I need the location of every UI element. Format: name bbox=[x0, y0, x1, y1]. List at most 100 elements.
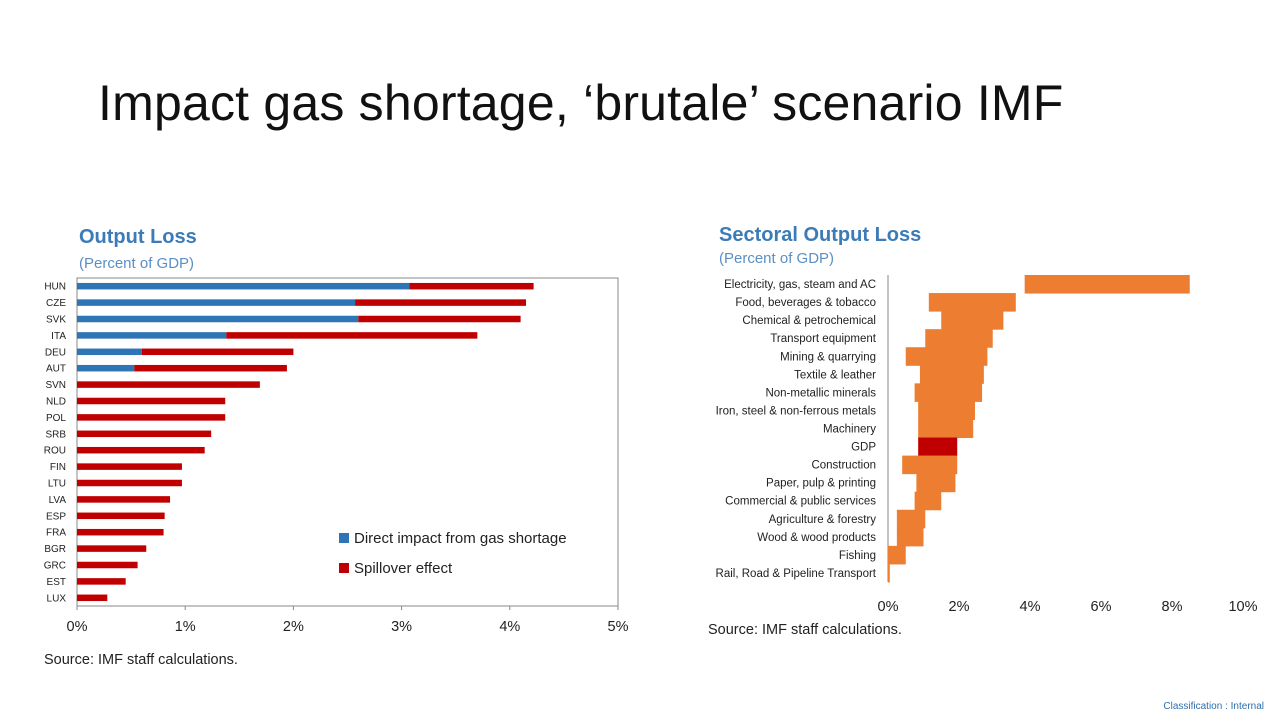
bar-gdp bbox=[918, 437, 958, 457]
sector-label: Agriculture & forestry bbox=[769, 514, 877, 526]
x-tick-label: 0% bbox=[878, 599, 899, 615]
classification-label: Classification : Internal bbox=[1163, 701, 1264, 712]
x-tick-label: 0% bbox=[67, 619, 88, 635]
sector-label: Textile & leather bbox=[794, 369, 876, 381]
sector-label: Transport equipment bbox=[770, 333, 876, 345]
category-label: ITA bbox=[51, 331, 66, 342]
category-label: LTU bbox=[48, 479, 66, 490]
x-tick-label: 3% bbox=[391, 619, 412, 635]
category-label: NLD bbox=[46, 397, 66, 408]
output-loss-source: Source: IMF staff calculations. bbox=[44, 652, 238, 668]
sector-label: Non-metallic minerals bbox=[765, 387, 876, 399]
sectoral-loss-title: Sectoral Output Loss bbox=[719, 224, 922, 246]
category-label: LVA bbox=[49, 495, 67, 506]
bar-spillover bbox=[77, 430, 212, 438]
sectoral-loss-subtitle: (Percent of GDP) bbox=[719, 250, 835, 267]
category-label: AUT bbox=[46, 364, 66, 375]
x-tick-label: 4% bbox=[499, 619, 520, 635]
legend-swatch bbox=[339, 533, 349, 543]
category-label: SRB bbox=[45, 429, 66, 440]
sector-label: Construction bbox=[811, 460, 876, 472]
output-loss-subtitle: (Percent of GDP) bbox=[79, 255, 195, 272]
sector-label: Commercial & public services bbox=[725, 496, 876, 508]
bar-spillover bbox=[77, 528, 164, 536]
x-tick-label: 2% bbox=[283, 619, 304, 635]
category-label: HUN bbox=[44, 282, 66, 293]
legend-label: Direct impact from gas shortage bbox=[354, 530, 567, 547]
category-label: SVN bbox=[45, 380, 66, 391]
sector-label: Chemical & petrochemical bbox=[742, 315, 876, 327]
bar-spillover bbox=[355, 299, 527, 306]
bar-sector bbox=[941, 311, 1004, 330]
bar-spillover bbox=[77, 446, 205, 454]
category-label: CZE bbox=[46, 298, 66, 309]
category-label: BGR bbox=[44, 544, 66, 555]
sectoral-loss-source: Source: IMF staff calculations. bbox=[708, 622, 902, 638]
x-tick-label: 5% bbox=[608, 619, 629, 635]
output-loss-chart: HUN CZE SVK ITA DEU AUT SVN NLD POL SRB ROU FIN LTU L… bbox=[44, 277, 629, 635]
category-label: GRC bbox=[44, 561, 66, 572]
x-tick-label: 6% bbox=[1091, 599, 1112, 615]
bar-sector bbox=[902, 455, 958, 475]
sector-label: Food, beverages & tobacco bbox=[735, 297, 876, 309]
bar-sector bbox=[928, 293, 1016, 312]
legend-swatch bbox=[339, 563, 349, 573]
category-label: DEU bbox=[45, 347, 66, 358]
bar-sector bbox=[896, 509, 926, 529]
bar-sector bbox=[905, 347, 988, 366]
bar-direct-impact bbox=[77, 348, 142, 356]
sector-label: Mining & quarrying bbox=[780, 351, 876, 363]
bar-sector bbox=[914, 383, 983, 402]
sectoral-loss-chart: Electricity, gas, steam and AC Food, beve… bbox=[716, 275, 1258, 615]
sector-label: Wood & wood products bbox=[757, 532, 876, 544]
bar-spillover bbox=[358, 315, 521, 323]
slide-title: Impact gas shortage, ‘brutale’ scenario … bbox=[98, 75, 1064, 131]
bar-sector bbox=[919, 365, 984, 384]
category-label: FRA bbox=[46, 528, 66, 539]
bar-spillover bbox=[77, 561, 138, 569]
bar-sector bbox=[896, 527, 924, 547]
sector-label: Iron, steel & non-ferrous metals bbox=[716, 405, 877, 417]
bar-spillover bbox=[141, 348, 294, 356]
x-tick-label: 10% bbox=[1228, 599, 1257, 615]
bar-sector bbox=[914, 491, 942, 511]
category-label: POL bbox=[46, 413, 66, 424]
bar-sector bbox=[918, 401, 975, 420]
category-label: LUX bbox=[47, 593, 67, 604]
bar-spillover bbox=[77, 545, 147, 552]
sector-label: Electricity, gas, steam and AC bbox=[724, 279, 876, 291]
sector-label: Fishing bbox=[839, 550, 876, 562]
sector-label: Machinery bbox=[823, 424, 876, 436]
x-tick-label: 2% bbox=[949, 599, 970, 615]
bar-sector bbox=[888, 545, 906, 565]
bar-sector bbox=[1024, 275, 1190, 294]
bar-sector bbox=[888, 563, 890, 583]
plot-frame bbox=[76, 277, 619, 607]
category-label: ESP bbox=[46, 511, 66, 522]
bar-spillover bbox=[77, 463, 182, 470]
bar-spillover bbox=[77, 397, 226, 405]
bar-sector bbox=[925, 329, 993, 348]
bar-spillover bbox=[77, 381, 260, 388]
bar-spillover bbox=[409, 282, 534, 290]
bar-direct-impact bbox=[77, 364, 135, 372]
output-loss-title: Output Loss bbox=[79, 226, 197, 248]
bar-spillover bbox=[77, 512, 165, 520]
bar-direct-impact bbox=[77, 282, 410, 290]
bar-sector bbox=[916, 473, 956, 493]
bar-spillover bbox=[77, 479, 182, 487]
bar-direct-impact bbox=[77, 299, 356, 306]
category-label: ROU bbox=[44, 446, 66, 457]
bar-spillover bbox=[134, 364, 287, 372]
bar-spillover bbox=[226, 332, 478, 339]
sector-label: GDP bbox=[851, 442, 876, 454]
bar-spillover bbox=[77, 594, 108, 602]
legend-label: Spillover effect bbox=[354, 560, 453, 577]
sector-label: Rail, Road & Pipeline Transport bbox=[716, 568, 877, 580]
category-label: SVK bbox=[46, 315, 66, 326]
bar-spillover bbox=[77, 578, 126, 585]
category-label: FIN bbox=[50, 462, 66, 473]
bar-direct-impact bbox=[77, 315, 359, 323]
x-tick-label: 4% bbox=[1020, 599, 1041, 615]
bar-direct-impact bbox=[77, 332, 227, 339]
